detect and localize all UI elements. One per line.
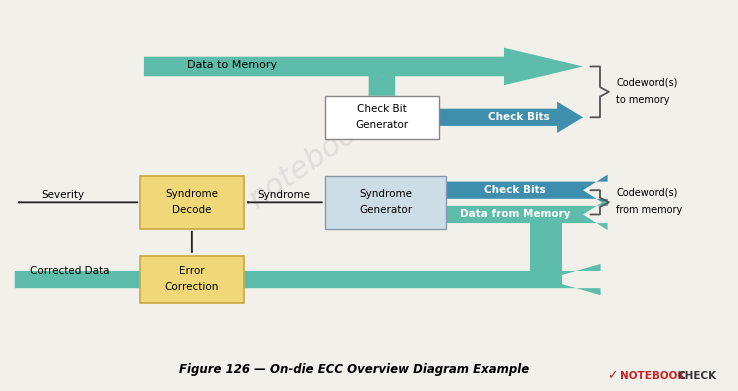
Text: Generator: Generator [356,120,408,130]
Polygon shape [15,264,163,295]
Text: Check Bit: Check Bit [357,104,407,115]
Bar [140,256,244,303]
Text: Decode: Decode [172,205,212,215]
Text: to memory: to memory [616,95,669,105]
Bar [530,215,562,288]
Polygon shape [439,102,583,133]
Bar [325,176,446,229]
Text: Figure 126 — On-die ECC Overview Diagram Example: Figure 126 — On-die ECC Overview Diagram… [179,363,529,376]
Text: Check Bits: Check Bits [488,112,549,122]
Polygon shape [446,199,607,230]
Text: notebookc: notebookc [244,99,391,214]
Text: Codeword(s): Codeword(s) [616,77,677,87]
Polygon shape [144,48,583,85]
Text: Data to Memory: Data to Memory [187,60,277,70]
Text: Syndrome: Syndrome [165,189,218,199]
Text: NOTEBOOK: NOTEBOOK [621,371,686,381]
Text: CHECK: CHECK [677,371,717,381]
Text: Data from Memory: Data from Memory [460,209,570,219]
Text: Codeword(s): Codeword(s) [616,188,677,197]
Text: from memory: from memory [616,205,683,215]
Text: Severity: Severity [41,190,84,199]
Text: Corrected Data: Corrected Data [30,266,110,276]
Polygon shape [244,264,601,295]
Polygon shape [356,70,407,96]
Text: Check Bits: Check Bits [484,185,545,195]
Text: Generator: Generator [359,205,412,215]
Bar [325,96,439,139]
Polygon shape [446,174,607,206]
Text: ✓: ✓ [607,369,618,383]
Text: Syndrome: Syndrome [258,190,311,200]
Text: Syndrome: Syndrome [359,189,412,199]
Text: Correction: Correction [165,282,219,292]
Text: Error: Error [179,266,204,276]
Bar [140,176,244,229]
